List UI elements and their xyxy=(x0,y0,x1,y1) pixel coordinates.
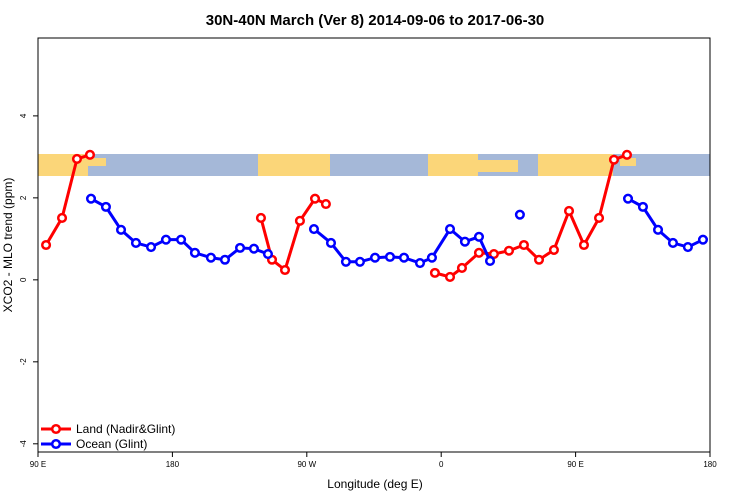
data-point xyxy=(294,215,305,226)
data-point xyxy=(697,234,709,245)
y-tick-label: 0 xyxy=(19,277,28,282)
data-point xyxy=(84,149,96,160)
x-tick-label: 0 xyxy=(439,460,444,469)
data-point xyxy=(578,239,590,251)
x-tick-label: 90 E xyxy=(30,460,46,469)
legend-marker xyxy=(50,438,62,450)
data-point xyxy=(340,256,351,267)
map-land xyxy=(88,158,106,166)
data-point xyxy=(308,223,320,235)
data-point xyxy=(176,234,187,245)
data-point xyxy=(85,193,97,204)
data-point xyxy=(71,153,83,164)
x-tick-label: 90 E xyxy=(567,460,583,469)
data-point xyxy=(309,193,321,204)
data-point xyxy=(325,237,337,249)
map-land xyxy=(538,154,613,176)
legend-marker xyxy=(50,423,62,435)
data-point xyxy=(56,212,68,223)
data-point xyxy=(473,231,485,242)
data-point xyxy=(593,212,605,223)
data-point xyxy=(145,241,157,253)
data-point xyxy=(456,262,468,274)
data-point xyxy=(320,198,331,210)
data-point xyxy=(682,241,693,253)
data-point xyxy=(503,245,515,256)
data-point xyxy=(622,193,634,204)
data-point xyxy=(248,243,259,254)
y-tick-label: 4 xyxy=(19,113,28,118)
data-point xyxy=(652,224,664,235)
x-tick-label: 180 xyxy=(703,460,717,469)
data-point xyxy=(459,236,470,247)
data-point xyxy=(384,251,396,262)
plot-frame xyxy=(37,37,711,453)
data-point xyxy=(444,223,456,235)
map-land xyxy=(258,154,330,176)
data-point xyxy=(100,201,111,212)
data-point xyxy=(621,149,633,160)
y-axis-label: XCO2 - MLO trend (ppm) xyxy=(1,178,15,313)
map-land xyxy=(428,154,478,176)
data-point xyxy=(514,209,525,220)
x-tick-label: 90 W xyxy=(297,460,316,469)
data-point xyxy=(563,205,575,217)
data-point xyxy=(414,257,426,269)
data-point xyxy=(484,255,496,267)
data-point xyxy=(160,234,172,245)
data-point xyxy=(444,271,456,283)
y-tick-label: -4 xyxy=(19,440,28,448)
data-point xyxy=(130,237,142,249)
map-land xyxy=(620,158,636,166)
x-tick-label: 180 xyxy=(166,460,180,469)
data-point xyxy=(115,224,127,235)
data-point xyxy=(533,254,545,265)
data-point xyxy=(354,256,366,267)
data-point xyxy=(189,247,200,258)
data-point xyxy=(369,252,381,263)
chart-title: 30N-40N March (Ver 8) 2014-09-06 to 2017… xyxy=(206,12,545,29)
map-band xyxy=(38,154,710,176)
y-tick-label: -2 xyxy=(19,358,28,366)
data-point xyxy=(518,239,529,251)
data-point xyxy=(608,154,620,165)
x-axis-label: Longitude (deg E) xyxy=(327,477,422,491)
data-point xyxy=(429,267,440,278)
data-point xyxy=(398,252,410,263)
data-point xyxy=(205,252,216,263)
data-point xyxy=(279,264,291,276)
data-point xyxy=(548,244,559,255)
data-point xyxy=(262,248,274,260)
data-point xyxy=(426,252,437,263)
data-point xyxy=(219,254,231,265)
legend-label: Land (Nadir&Glint) xyxy=(76,422,175,436)
data-point xyxy=(234,242,246,253)
y-tick-label: 2 xyxy=(19,195,28,200)
map-land xyxy=(478,160,518,172)
data-point xyxy=(255,212,267,223)
data-point xyxy=(41,239,52,251)
series-line xyxy=(90,197,704,265)
legend-label: Ocean (Glint) xyxy=(76,437,147,451)
data-point xyxy=(667,237,679,249)
data-point xyxy=(473,247,485,258)
data-point xyxy=(637,201,648,212)
